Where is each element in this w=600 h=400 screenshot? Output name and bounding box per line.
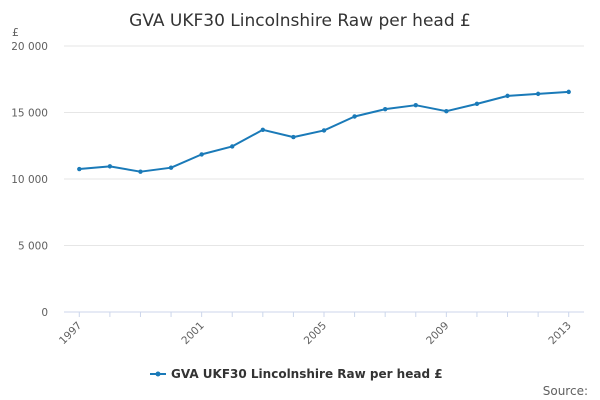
x-tick-label: 2005 bbox=[302, 320, 329, 347]
data-point[interactable] bbox=[444, 108, 449, 114]
data-point[interactable] bbox=[199, 152, 204, 157]
data-point[interactable] bbox=[291, 134, 296, 140]
data-point[interactable] bbox=[413, 102, 418, 108]
y-tick-label: 15 000 bbox=[11, 108, 48, 120]
x-tick-label: 2001 bbox=[179, 320, 206, 347]
data-point[interactable] bbox=[260, 127, 266, 132]
y-tick-label: 5 000 bbox=[18, 241, 48, 253]
y-tick-label: 20 000 bbox=[11, 41, 48, 53]
series-group[interactable] bbox=[77, 89, 571, 174]
data-point[interactable] bbox=[474, 101, 480, 107]
data-point[interactable] bbox=[352, 114, 357, 119]
y-tick-label: 0 bbox=[41, 307, 48, 319]
data-point[interactable] bbox=[505, 93, 510, 99]
data-point[interactable] bbox=[566, 89, 571, 95]
y-tick-label: 10 000 bbox=[11, 174, 48, 186]
data-point[interactable] bbox=[77, 166, 82, 172]
source-label: Source: bbox=[543, 384, 588, 398]
data-point[interactable] bbox=[138, 169, 143, 174]
data-point[interactable] bbox=[107, 164, 113, 169]
legend-label[interactable]: GVA UKF30 Lincolnshire Raw per head £ bbox=[171, 367, 443, 381]
data-point[interactable] bbox=[321, 128, 327, 133]
y-axis-ticks: 0 5 000 10 000 15 000 20 000 bbox=[11, 41, 48, 319]
gridlines bbox=[64, 45, 584, 313]
legend[interactable]: GVA UKF30 Lincolnshire Raw per head £ bbox=[150, 367, 443, 381]
x-axis-ticks: 1997 2001 2005 2009 2013 bbox=[57, 312, 574, 347]
legend-dot-marker bbox=[155, 371, 161, 377]
x-tick-label: 1997 bbox=[57, 320, 84, 347]
data-point[interactable] bbox=[382, 106, 388, 112]
chart-title: GVA UKF30 Lincolnshire Raw per head £ bbox=[129, 11, 471, 31]
data-point[interactable] bbox=[230, 144, 235, 149]
data-point[interactable] bbox=[168, 165, 174, 170]
x-tick-label: 2009 bbox=[424, 320, 451, 347]
x-tick-label: 2013 bbox=[546, 320, 573, 347]
y-axis-unit-label: £ bbox=[12, 26, 19, 39]
data-point[interactable] bbox=[535, 91, 541, 97]
